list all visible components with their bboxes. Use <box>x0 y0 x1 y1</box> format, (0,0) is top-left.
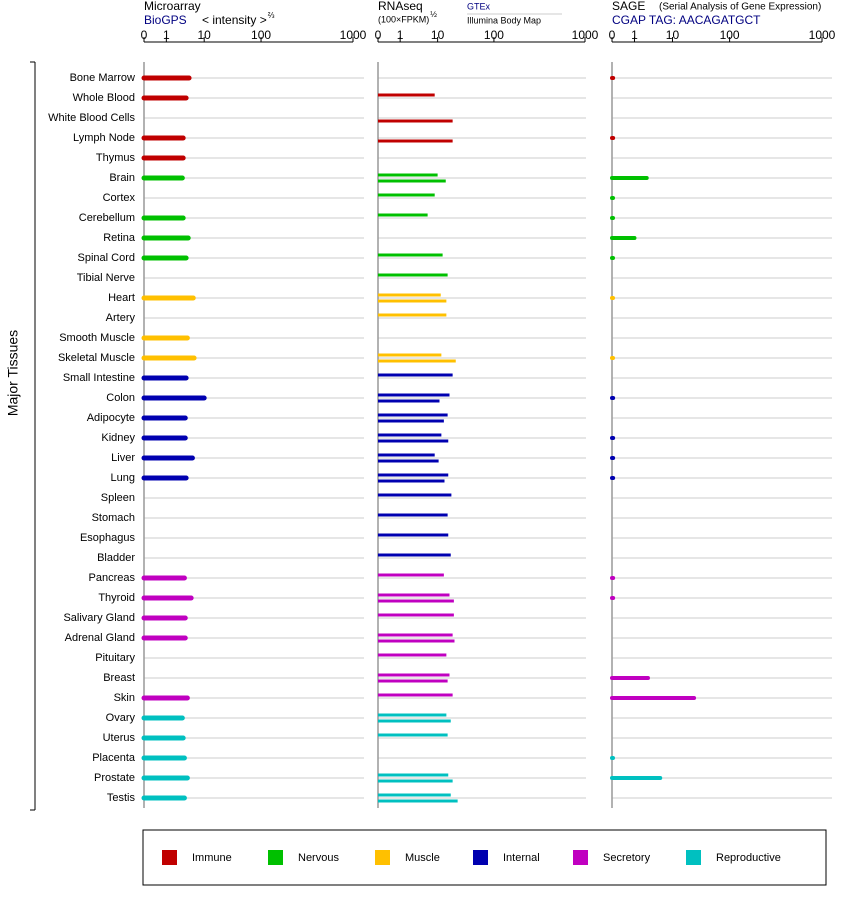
legend-label: Secretory <box>603 852 651 864</box>
category-label: Brain <box>109 172 135 184</box>
category-label: Thyroid <box>98 592 135 604</box>
category-label: Skin <box>114 692 135 704</box>
category-label: Ovary <box>106 712 136 724</box>
category-label: Placenta <box>92 752 136 764</box>
x-tick-label: 0 <box>609 28 616 42</box>
legend-label: Illumina Body Map <box>467 15 541 25</box>
legend-swatch <box>268 850 283 865</box>
category-label: Retina <box>103 232 136 244</box>
category-label: Tibial Nerve <box>77 272 135 284</box>
panel-note: (Serial Analysis of Gene Expression) <box>659 2 821 13</box>
category-label: Kidney <box>101 432 135 444</box>
legend-label: GTEx <box>467 1 491 11</box>
panel-title: SAGE <box>612 0 645 13</box>
legend-swatch <box>162 850 177 865</box>
category-label: Lymph Node <box>73 132 135 144</box>
legend-label: Immune <box>192 852 232 864</box>
panel-title: Microarray <box>144 0 201 13</box>
panel-title: RNAseq <box>378 0 423 13</box>
x-tick-label: 0 <box>141 28 148 42</box>
x-tick-label: 1000 <box>809 28 836 42</box>
category-label: Skeletal Muscle <box>58 352 135 364</box>
legend-label: Muscle <box>405 852 440 864</box>
category-label: Pancreas <box>89 572 136 584</box>
category-label: Prostate <box>94 772 135 784</box>
x-tick-label: 1 <box>631 28 638 42</box>
category-label: Liver <box>111 452 135 464</box>
panel-subtitle: BioGPS <box>144 13 187 27</box>
x-tick-label: 10 <box>431 28 445 42</box>
legend-swatch <box>375 850 390 865</box>
category-label: Lung <box>111 472 135 484</box>
axis-label: (100×FPKM) <box>378 14 429 24</box>
legend-box <box>142 829 827 886</box>
category-label: Heart <box>108 292 135 304</box>
legend-label: Internal <box>503 852 540 864</box>
x-tick-label: 10 <box>666 28 680 42</box>
x-tick-label: 1000 <box>572 28 599 42</box>
category-label: Artery <box>106 312 136 324</box>
category-label: Cortex <box>103 192 136 204</box>
legend-swatch <box>686 850 701 865</box>
legend-label: Reproductive <box>716 852 781 864</box>
x-tick-label: 1 <box>163 28 170 42</box>
category-label: Testis <box>107 792 136 804</box>
category-label: Spleen <box>101 492 135 504</box>
category-label: Breast <box>103 672 135 684</box>
category-label: Adipocyte <box>87 412 135 424</box>
category-label: Salivary Gland <box>63 612 135 624</box>
panel-subtitle: CGAP TAG: AACAGATGCT <box>612 13 761 27</box>
axis-label-exponent: ½ <box>430 10 437 19</box>
x-tick-label: 1000 <box>340 28 367 42</box>
category-label: Uterus <box>103 732 136 744</box>
legend-swatch <box>473 850 488 865</box>
category-label: Bone Marrow <box>70 72 135 84</box>
category-label: Adrenal Gland <box>65 632 135 644</box>
category-label: Small Intestine <box>63 372 135 384</box>
category-label: Spinal Cord <box>78 252 135 264</box>
x-tick-label: 100 <box>720 28 740 42</box>
x-tick-label: 1 <box>397 28 404 42</box>
x-tick-label: 10 <box>198 28 212 42</box>
axis-label: < intensity > <box>202 13 267 27</box>
category-label: Cerebellum <box>79 212 135 224</box>
category-label: Thymus <box>96 152 136 164</box>
axis-label-exponent: ⅔ <box>268 11 275 20</box>
legend-swatch <box>573 850 588 865</box>
x-tick-label: 0 <box>375 28 382 42</box>
x-tick-label: 100 <box>251 28 271 42</box>
category-label: Bladder <box>97 552 135 564</box>
category-label: Pituitary <box>95 652 135 664</box>
category-label: Esophagus <box>80 532 136 544</box>
category-label: Whole Blood <box>73 92 135 104</box>
category-label: White Blood Cells <box>48 112 135 124</box>
category-label: Stomach <box>92 512 135 524</box>
category-label: Smooth Muscle <box>59 332 135 344</box>
x-tick-label: 100 <box>484 28 504 42</box>
category-label: Colon <box>106 392 135 404</box>
y-label: Major Tissues <box>5 330 21 416</box>
legend-label: Nervous <box>298 852 339 864</box>
